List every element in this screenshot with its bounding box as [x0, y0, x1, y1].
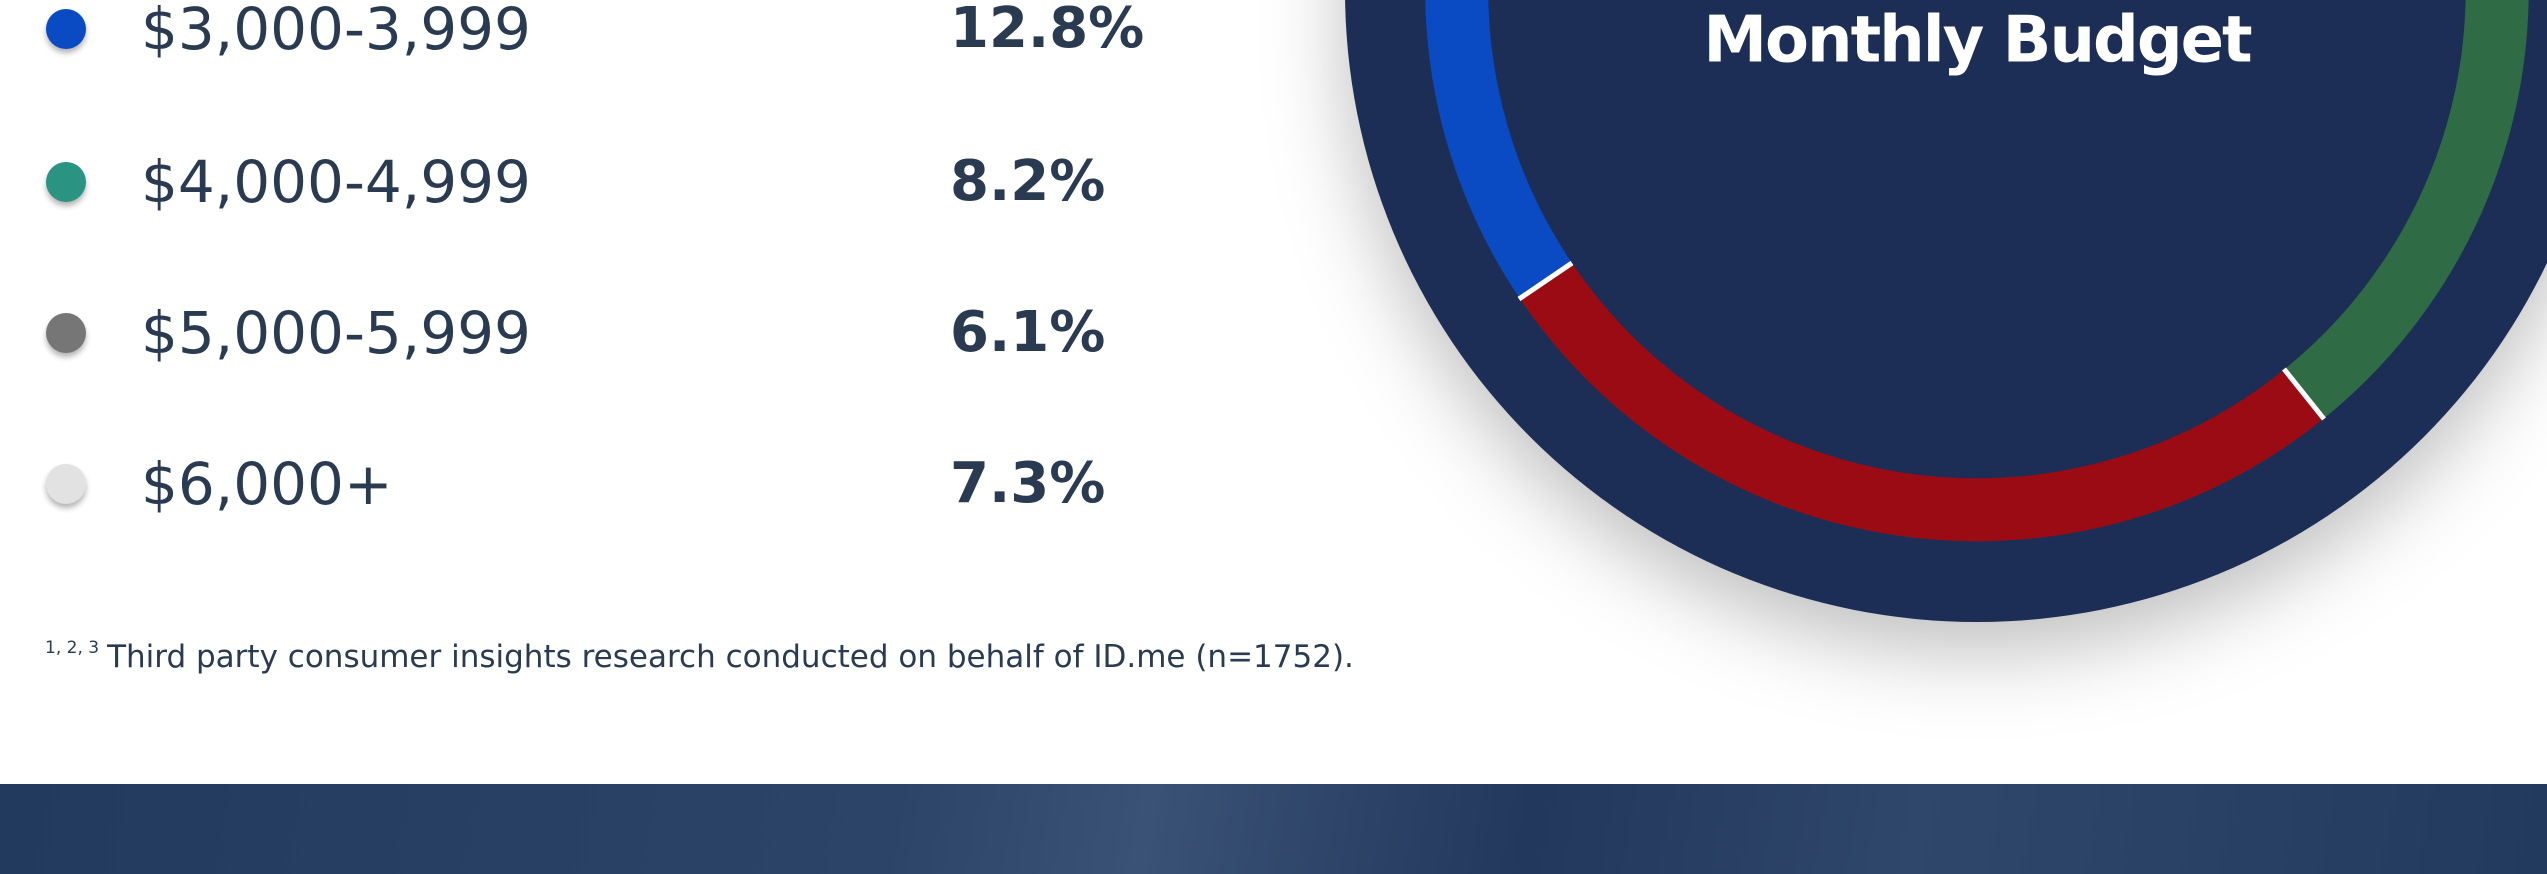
legend-value: 7.3% — [950, 444, 1105, 524]
legend-item: $5,000-5,999 6.1% — [0, 293, 1300, 373]
donut-title: Monthly Budget — [1703, 4, 2252, 78]
legend-label: $3,000-3,999 — [141, 0, 531, 69]
legend-label: $4,000-4,999 — [141, 142, 531, 222]
footnote-marks: 1, 2, 3 — [45, 638, 99, 658]
legend-item: $4,000-4,999 8.2% — [0, 142, 1300, 222]
legend-dot — [46, 162, 86, 202]
footnote-text: Third party consumer insights research c… — [107, 639, 1354, 675]
legend-value: 12.8% — [950, 0, 1144, 69]
legend-item: $3,000-3,999 12.8% — [0, 0, 1300, 69]
footer-banner — [0, 784, 2547, 874]
legend-value: 6.1% — [950, 293, 1105, 373]
legend-value: 8.2% — [950, 142, 1105, 222]
legend-label: $6,000+ — [141, 444, 393, 524]
legend-dot — [46, 464, 86, 504]
legend-item: $6,000+ 7.3% — [0, 444, 1300, 524]
legend-dot — [46, 9, 86, 49]
legend-label: $5,000-5,999 — [141, 293, 531, 373]
page: Monthly Budget $3,000-3,999 12.8% $4,000… — [0, 0, 2547, 874]
legend-dot — [46, 313, 86, 353]
footnote: 1, 2, 3 Third party consumer insights res… — [45, 638, 1354, 675]
